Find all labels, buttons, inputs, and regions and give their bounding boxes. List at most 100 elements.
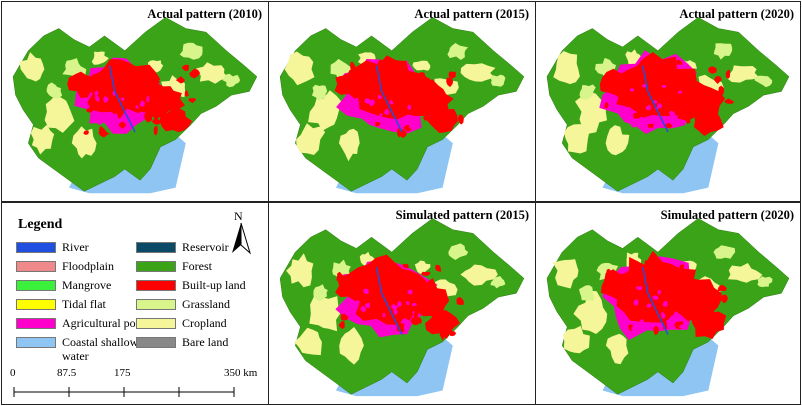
land-patch [726, 65, 760, 83]
land-patch [552, 259, 579, 289]
pond-speck [660, 311, 666, 319]
land-patch [294, 327, 322, 356]
built-up-speck [438, 318, 447, 326]
built-up-speck [347, 71, 352, 79]
scale-tick-87-5: 87.5 [57, 367, 77, 379]
pond-speck [412, 303, 417, 307]
built-up-core [344, 254, 428, 325]
legend-label: Grassland [182, 297, 230, 311]
built-up-speck [606, 268, 613, 278]
pond-speck [669, 316, 674, 322]
land-patch [605, 125, 630, 156]
pond-speck [146, 95, 150, 103]
legend-swatch [136, 299, 176, 310]
built-up-speck [340, 313, 349, 321]
built-up-speck [456, 296, 464, 305]
built-up-speck [653, 325, 660, 336]
legend-swatch [136, 318, 176, 329]
land-patch [563, 325, 590, 354]
built-up-speck [350, 284, 358, 292]
built-up-speck [142, 78, 152, 90]
river-line [375, 65, 403, 133]
land-patch [71, 126, 97, 159]
land-patch [448, 243, 469, 260]
pond-speck [662, 300, 668, 307]
legend-swatch [136, 261, 176, 272]
built-up-speck [423, 98, 431, 106]
built-up-speck [648, 310, 655, 320]
land-patch [490, 276, 506, 289]
land-patch [91, 51, 109, 65]
pond-speck [646, 303, 652, 308]
built-up-speck [696, 118, 702, 124]
river-line [375, 266, 403, 335]
built-up-speck [447, 318, 458, 328]
legend-panel: Legend River Reservoir Floodplain Forest Man… [1, 202, 269, 405]
built-up-speck [707, 125, 714, 131]
built-up-speck [423, 113, 433, 121]
scale-tick-0: 0 [10, 367, 16, 379]
legend-label: Bare land [182, 335, 229, 349]
land-patch [296, 123, 326, 155]
river-line [108, 65, 136, 133]
pond-speck [377, 94, 383, 100]
legend-label: River [62, 240, 89, 254]
pond-speck [112, 113, 118, 118]
built-up-speck [717, 284, 727, 292]
built-up-speck [647, 123, 654, 128]
built-up-speck [431, 306, 439, 312]
built-up-speck [75, 83, 82, 88]
pond-speck [366, 114, 372, 120]
legend-swatch [136, 280, 176, 291]
built-up-speck [724, 98, 735, 104]
built-up-speck [705, 285, 712, 291]
built-up-speck [629, 310, 639, 319]
built-up-southeast [427, 108, 458, 133]
pond-speck [384, 109, 390, 115]
built-up-southeast [693, 104, 724, 136]
panel-title: Actual pattern (2020) [679, 7, 794, 21]
land-patch [460, 63, 496, 82]
built-up-speck [632, 112, 642, 119]
built-up-speck [128, 92, 135, 102]
built-up-speck [622, 85, 629, 92]
built-up-speck [390, 105, 399, 110]
built-up-speck [690, 304, 699, 315]
built-up-speck [397, 128, 407, 138]
pond-speck [405, 120, 413, 124]
built-up-speck [679, 264, 685, 270]
land-patch [563, 124, 589, 154]
pond-speck [652, 295, 659, 300]
built-up-speck [707, 112, 716, 125]
built-up-speck [128, 83, 136, 92]
built-up-speck [672, 76, 683, 83]
panel-title: Simulated pattern (2020) [660, 208, 794, 222]
built-up-speck [375, 294, 385, 300]
land-patch [757, 276, 773, 288]
land-patch [308, 90, 342, 131]
built-up-speck [189, 68, 201, 79]
legend-swatch [136, 337, 176, 348]
pond-speck [120, 97, 125, 101]
pond-speck [633, 299, 639, 306]
land-patch [490, 74, 506, 87]
land-use-map [279, 218, 525, 397]
land-patch [284, 51, 315, 86]
built-up-speck [698, 301, 704, 308]
built-up-speck [714, 75, 722, 84]
pond-speck [361, 308, 365, 312]
land-patch [426, 279, 458, 298]
legend-label: Forest [182, 259, 212, 273]
built-up-speck [615, 80, 623, 86]
map-panel-actual-2010: Actual pattern (2010) [1, 1, 269, 202]
built-up-speck [421, 271, 431, 277]
built-up-speck [184, 90, 189, 97]
pond-speck [94, 94, 100, 102]
pond-speck [382, 312, 386, 318]
built-up-speck [181, 64, 189, 72]
built-up-speck [435, 264, 441, 272]
built-up-speck [413, 309, 419, 318]
built-up-east [399, 79, 454, 116]
pond-speck [645, 118, 650, 124]
land-patch [44, 94, 75, 133]
